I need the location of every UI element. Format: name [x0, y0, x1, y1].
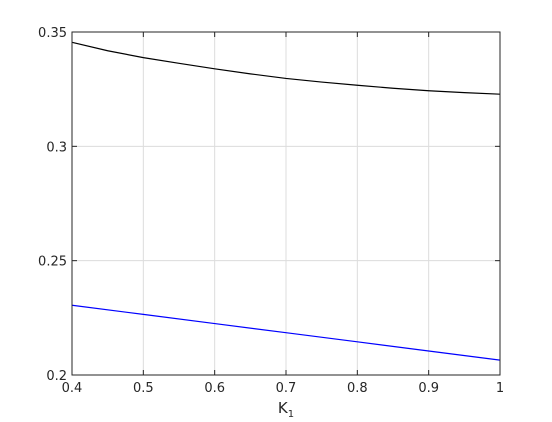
series-line-2 [71, 304, 501, 361]
x-tick-label: 0.6 [204, 381, 225, 396]
x-axis-label: K1 [278, 399, 294, 420]
y-tick-label: 0.3 [46, 140, 67, 155]
grid-lines [72, 32, 500, 375]
axes [71, 31, 501, 376]
x-tick-label: 1 [496, 381, 504, 396]
x-tick-label: 0.4 [62, 381, 83, 396]
x-axis-label-subscript: 1 [288, 409, 294, 420]
x-tick-label: 0.7 [276, 381, 297, 396]
axes-box [71, 31, 501, 376]
tick-labels: 0.4 0.5 0.6 0.7 0.8 0.9 1 0.2 0.25 0.3 0.35 [38, 26, 504, 396]
series-line-1 [71, 41, 501, 95]
y-tick-label: 0.35 [38, 26, 67, 41]
y-tick-label: 0.25 [38, 255, 67, 270]
x-axis-label-base: K [278, 399, 289, 417]
x-tick-label: 0.8 [347, 381, 368, 396]
y-tick-label: 0.2 [46, 369, 67, 384]
series-lines [71, 41, 501, 361]
x-tick-label: 0.5 [133, 381, 154, 396]
x-tick-label: 0.9 [418, 381, 439, 396]
